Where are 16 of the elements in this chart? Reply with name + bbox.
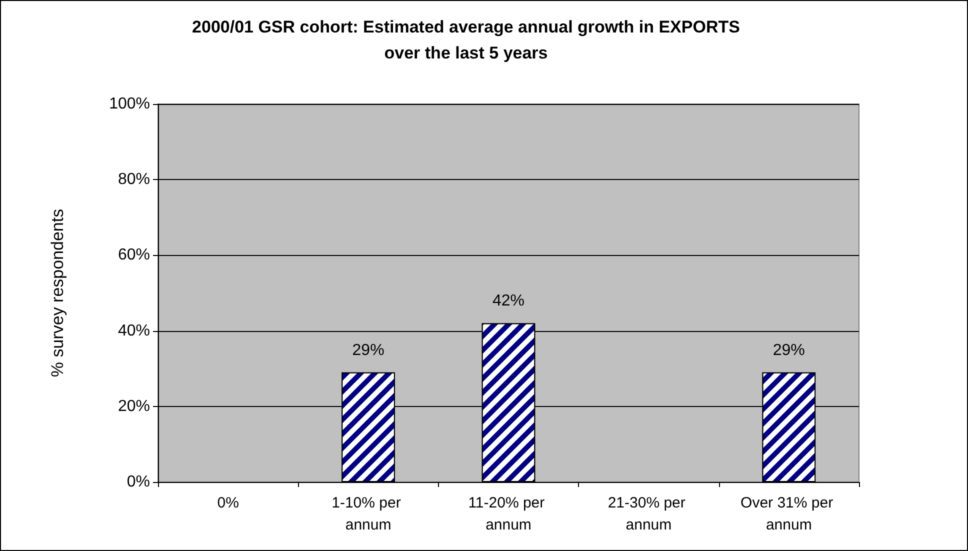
- x-tick-label: 0%: [217, 494, 239, 512]
- y-tick-label: 100%: [109, 96, 150, 112]
- x-tick-label: 11-20% per annum: [468, 494, 549, 534]
- data-label: 29%: [772, 342, 805, 359]
- y-tick-label: 40%: [118, 322, 150, 340]
- x-tick-label: 1-10% per annum: [332, 494, 405, 534]
- y-tick-label: 80%: [118, 171, 150, 188]
- x-tick-label: 21-30% per annum: [608, 494, 690, 534]
- y-tick-label: 0%: [126, 474, 150, 490]
- chart-title: 2000/01 GSR cohort: Estimated average annual growth in EXPORTS over the last 5 years: [192, 18, 740, 62]
- data-label: 42%: [492, 292, 525, 310]
- y-tick-label: 20%: [118, 398, 150, 415]
- x-tick-label: Over 31% per annum: [740, 494, 838, 534]
- y-axis-title: % survey respondents: [48, 208, 67, 378]
- data-label: 29%: [352, 342, 384, 359]
- y-tick-label: 60%: [118, 246, 150, 264]
